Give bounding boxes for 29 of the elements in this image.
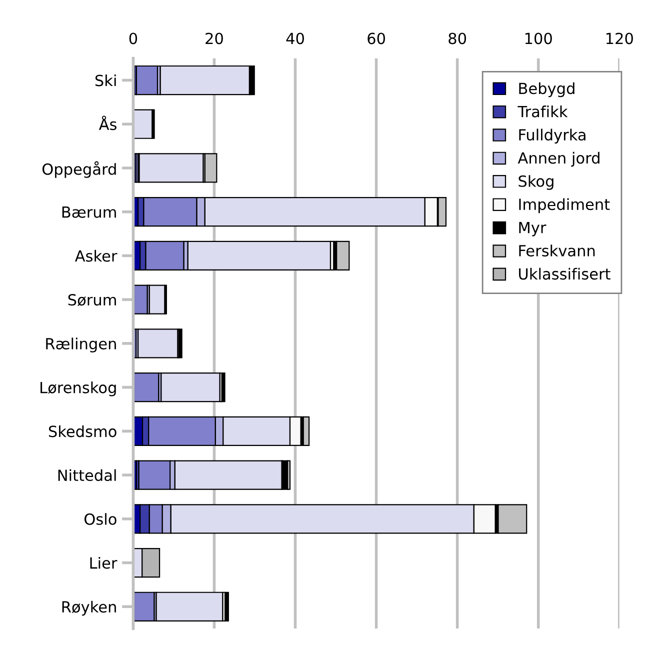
y-tick-label: Ås: [98, 116, 116, 130]
y-tick-label: Lier: [90, 556, 118, 569]
y-tick-label: Lørenskog: [40, 382, 116, 396]
y-tick-label: Asker: [74, 250, 118, 262]
legend-label: Trafikk: [518, 106, 568, 118]
y-tick-label: Oslo: [84, 513, 116, 525]
x-tick-label: 80: [448, 32, 466, 44]
legend-label: Annen jord: [518, 152, 600, 167]
legend-label: Bebygd: [519, 82, 574, 98]
x-tick-label: 0: [129, 32, 138, 44]
y-tick-label: Skedsmo: [48, 425, 116, 438]
legend-label: Fulldyrka: [519, 128, 586, 144]
x-tick-label: 100: [525, 32, 552, 44]
x-tick-label: 60: [368, 32, 385, 44]
legend-label: Ferskvann: [519, 244, 595, 257]
x-tick-label: 40: [286, 32, 304, 44]
x-tick-label: 120: [606, 32, 633, 44]
y-tick-label: Nittedal: [58, 469, 116, 482]
y-tick-label: Ski: [95, 74, 116, 86]
legend-label: Myr: [519, 222, 546, 236]
legend-label: Skog: [518, 175, 554, 190]
y-tick-label: Sørum: [68, 294, 116, 306]
legend-label: Uklassifisert: [519, 268, 610, 280]
y-tick-label: Rælingen: [46, 338, 116, 352]
legend-label: Impediment: [519, 198, 610, 214]
y-tick-label: Bærum: [62, 206, 116, 218]
y-tick-label: Røyken: [62, 600, 116, 616]
y-tick-label: Oppegård: [42, 161, 116, 178]
x-tick-label: 20: [206, 32, 223, 44]
